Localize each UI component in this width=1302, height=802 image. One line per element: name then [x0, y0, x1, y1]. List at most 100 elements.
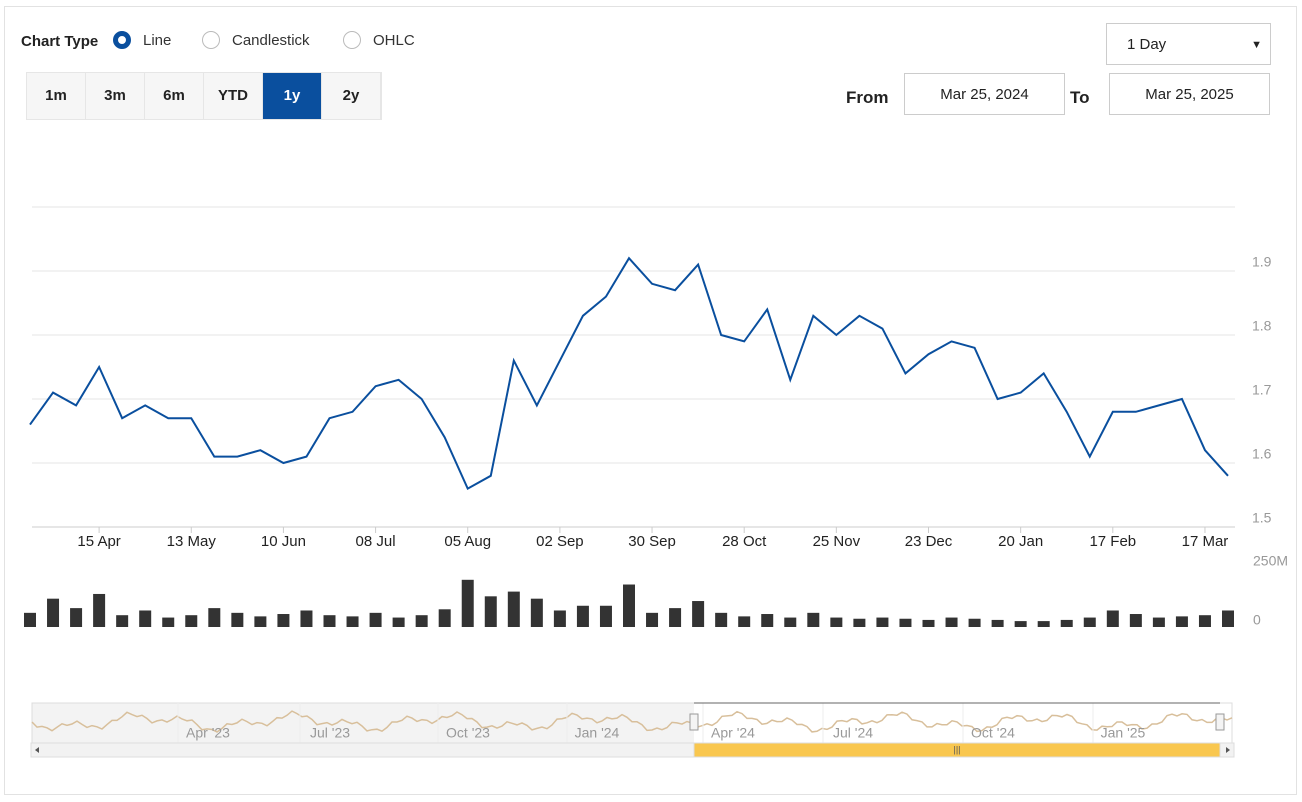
volume-bar [1152, 617, 1165, 627]
volume-bar [162, 617, 175, 627]
radio-option[interactable]: Line [113, 31, 171, 49]
volume-bar [623, 584, 635, 627]
navigator-label: Jan '24 [575, 725, 620, 741]
radio-dot [113, 31, 131, 49]
y-tick-label: 1.9 [1252, 254, 1272, 270]
navigator-handle [689, 713, 699, 731]
volume-bar [300, 610, 313, 627]
volume-bar [1175, 616, 1188, 627]
volume-bar [530, 598, 543, 627]
volume-bar [231, 612, 244, 627]
x-tick-label: 10 Jun [261, 533, 306, 550]
radio-label: Line [143, 31, 172, 49]
volume-bar [830, 617, 843, 627]
volume-bar [369, 612, 382, 627]
volume-bar [1014, 621, 1027, 627]
x-tick-label: 02 Sep [536, 533, 584, 550]
volume-bar [277, 614, 290, 627]
volume-bar [991, 619, 1004, 627]
radio-label: Candlestick [232, 31, 310, 49]
volume-bar [392, 617, 405, 627]
volume-bar [47, 598, 60, 627]
x-tick-label: 13 May [167, 533, 217, 550]
volume-bar [139, 610, 152, 627]
volume-bar [70, 608, 83, 627]
volume-bar [599, 605, 612, 627]
volume-bar [761, 614, 774, 627]
x-tick-label: 20 Jan [998, 533, 1043, 550]
navigator-label: Jul '24 [833, 725, 873, 741]
volume-bar [715, 612, 728, 627]
volume-bar [93, 593, 106, 627]
range-button[interactable]: YTD [204, 73, 263, 119]
range-button[interactable]: 6m [145, 73, 204, 119]
volume-bar [899, 618, 912, 627]
scroll-left [35, 747, 39, 753]
volume-bar [1198, 615, 1211, 627]
volume-bar [1083, 617, 1096, 627]
to-input[interactable]: Mar 25, 2025 [1109, 73, 1270, 115]
x-tick-label: 05 Aug [444, 533, 491, 550]
volume-bar [208, 608, 221, 627]
volume-bar [968, 618, 981, 627]
volume-bar [438, 609, 451, 627]
navigator-label: Oct '24 [971, 725, 1015, 741]
scroll-right [1226, 747, 1230, 753]
from-label: From [846, 88, 889, 107]
from-input[interactable]: Mar 25, 2024 [904, 73, 1065, 115]
x-tick-label: 25 Nov [813, 533, 861, 550]
volume-bar [692, 601, 705, 627]
x-tick-label: 28 Oct [722, 533, 767, 550]
y-tick-label: 1.7 [1252, 382, 1272, 398]
range-button[interactable]: 1y [263, 73, 322, 119]
navigator-label: Jan '25 [1101, 725, 1146, 741]
radio-option[interactable]: Candlestick [202, 31, 310, 49]
navigator-label: Apr '24 [711, 725, 755, 741]
volume-bar [185, 615, 198, 627]
radio-label: OHLC [373, 31, 415, 49]
price-line [29, 256, 1229, 491]
range-button[interactable]: 1m [27, 73, 86, 119]
navigator-handle [1215, 713, 1225, 731]
volume-tick-label: 0 [1253, 612, 1261, 628]
to-label: To [1070, 88, 1090, 107]
volume-bar [254, 616, 267, 627]
x-tick-label: 08 Jul [356, 533, 396, 550]
volume-bar [1222, 610, 1234, 627]
volume-bar [576, 605, 589, 627]
navigator-label: Jul '23 [310, 725, 350, 741]
chart-type-label: Chart Type [21, 33, 99, 50]
volume-bar [784, 617, 797, 627]
navigator-label: Oct '23 [446, 725, 490, 741]
volume-bar [1037, 621, 1050, 627]
volume-tick-label: 250M [1253, 553, 1288, 569]
range-buttons: 1m 3m 6m YTD 1y 2y [26, 72, 382, 120]
volume-bar [1060, 619, 1073, 627]
range-button[interactable]: 2y [322, 73, 381, 119]
volume-bar [807, 612, 820, 627]
volume-bar [484, 596, 497, 627]
navigator-label: Apr '23 [186, 725, 230, 741]
volume-bar [461, 579, 474, 627]
navigator-line [31, 710, 1233, 733]
volume-bar [323, 615, 336, 627]
interval-text: 1 Day [1127, 36, 1167, 53]
volume-bar [853, 618, 866, 627]
volume-bar [346, 616, 359, 627]
volume-bar [24, 612, 36, 627]
frame [4, 6, 1297, 795]
radio-option[interactable]: OHLC [343, 31, 415, 49]
volume-bar [1129, 614, 1142, 627]
interval-select[interactable]: 1 Day ▼ [1106, 23, 1271, 65]
radio-dot [343, 31, 361, 49]
volume-bar [553, 610, 566, 627]
x-tick-label: 17 Feb [1089, 533, 1136, 550]
volume-bar [738, 616, 751, 627]
volume-bar [116, 615, 129, 627]
range-button[interactable]: 3m [86, 73, 145, 119]
y-tick-label: 1.5 [1252, 510, 1272, 526]
x-tick-label: 15 Apr [77, 533, 120, 550]
volume-bar [507, 591, 520, 627]
